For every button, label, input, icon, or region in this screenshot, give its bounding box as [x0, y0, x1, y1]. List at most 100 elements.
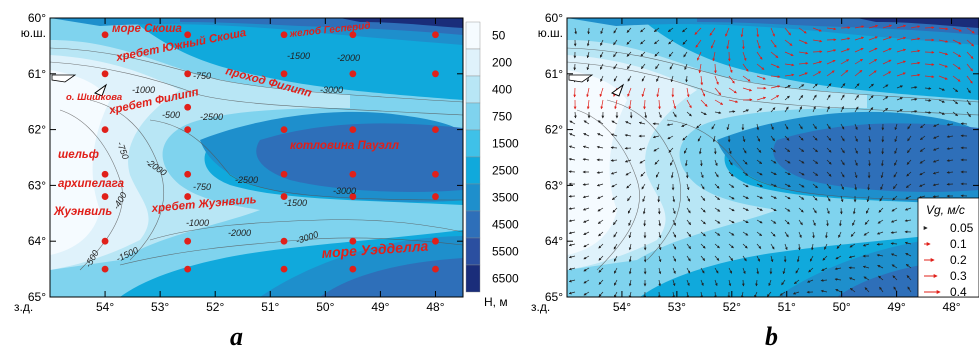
velocity-arrow [938, 63, 948, 68]
velocity-arrow [653, 147, 660, 152]
velocity-arrow [878, 275, 884, 281]
velocity-arrow [714, 207, 721, 212]
velocity-arrow [624, 159, 632, 163]
velocity-arrow [890, 242, 898, 245]
velocity-arrow [862, 265, 870, 269]
velocity-arrow [906, 275, 912, 281]
velocity-arrow [812, 195, 818, 201]
velocity-arrow [840, 183, 844, 190]
velocity-arrow [625, 171, 632, 176]
velocity-arrow [863, 276, 870, 281]
velocity-arrow [826, 106, 830, 113]
station-point [280, 31, 288, 39]
velocity-arrow [700, 195, 706, 201]
velocity-arrow [798, 231, 802, 239]
velocity-arrow [697, 51, 702, 61]
velocity-arrow [812, 39, 823, 43]
place-name: о. Шишкова [66, 92, 122, 103]
velocity-arrow [686, 231, 692, 237]
velocity-arrow [568, 219, 576, 223]
station-point [101, 70, 109, 78]
velocity-arrow [924, 75, 935, 79]
velocity-arrow [714, 159, 718, 167]
velocity-arrow [784, 39, 793, 46]
velocity-arrow [894, 159, 898, 166]
velocity-arrow [840, 69, 849, 77]
velocity-arrow [812, 60, 823, 65]
velocity-arrow [826, 159, 832, 165]
velocity-arrow [835, 255, 842, 260]
velocity-arrow [700, 267, 705, 274]
velocity-arrow [826, 70, 835, 77]
velocity-arrow [848, 277, 856, 281]
axis-ticks-b: 54° 53° 52° 51° 50° 49° 48° з.д. 60° 61° 62° 63° 64°… [531, 11, 979, 314]
velocity-arrow [812, 94, 817, 101]
velocity-arrow [796, 255, 800, 263]
velocity-arrow [932, 171, 940, 175]
velocity-arrow [686, 99, 692, 109]
station-point [184, 193, 192, 200]
velocity-arrow [770, 159, 777, 164]
velocity-arrow [658, 219, 662, 227]
velocity-arrow [583, 291, 590, 296]
velocity-arrow [784, 73, 795, 77]
colorbar-swatch [465, 21, 481, 50]
x-axis-prefix: з.д. [531, 300, 550, 314]
velocity-arrow [770, 107, 776, 113]
velocity-arrow [798, 135, 804, 141]
velocity-arrow [643, 99, 646, 110]
velocity-arrow [742, 87, 753, 92]
station-point [280, 170, 288, 178]
velocity-arrow [946, 171, 954, 174]
velocity-arrow [638, 121, 646, 125]
velocity-arrow [700, 183, 705, 190]
velocity-arrow [784, 183, 791, 187]
velocity-arrow [568, 291, 576, 295]
legend-value: 0.2 [950, 253, 967, 267]
station-point [432, 31, 439, 39]
velocity-arrow [840, 26, 851, 30]
velocity-arrow [614, 99, 618, 110]
velocity-arrow [854, 171, 858, 179]
velocity-arrow [840, 106, 844, 113]
velocity-arrow [798, 84, 805, 89]
velocity-arrow [826, 27, 837, 31]
velocity-arrow [770, 183, 777, 187]
velocity-arrow [728, 171, 734, 177]
velocity-arrow [568, 231, 576, 235]
velocity-arrow [798, 61, 809, 65]
velocity-arrow [742, 39, 745, 50]
velocity-arrow [920, 123, 926, 129]
velocity-arrow [656, 183, 660, 191]
velocity-arrow [597, 195, 604, 199]
colorbar-level: 1500 [492, 137, 519, 151]
velocity-arrow [640, 171, 646, 177]
velocity-arrow [938, 75, 948, 80]
colorbar-level: 4500 [492, 218, 519, 232]
velocity-arrow [879, 286, 884, 293]
velocity-arrow [784, 147, 791, 152]
velocity-arrow [890, 253, 898, 257]
velocity-arrow [868, 135, 872, 143]
velocity-arrow [568, 255, 576, 259]
velocity-arrow [910, 86, 918, 89]
velocity-arrow [770, 95, 780, 101]
velocity-arrow [640, 63, 646, 70]
velocity-arrow [756, 255, 760, 262]
bathymetry-map-b [567, 18, 979, 297]
velocity-arrow [812, 231, 815, 239]
velocity-arrow [610, 159, 618, 162]
velocity-arrow [714, 279, 718, 287]
velocity-arrow [880, 183, 884, 190]
velocity-arrow [610, 133, 618, 137]
station-point [432, 193, 439, 200]
velocity-arrow [840, 37, 851, 41]
contour-label: -1000 [132, 85, 155, 95]
velocity-arrow [756, 75, 766, 80]
colorbar-swatch [465, 237, 481, 266]
velocity-arrow [597, 133, 604, 137]
station-point [101, 126, 109, 133]
velocity-arrow [910, 110, 918, 113]
velocity-arrow [714, 171, 719, 178]
velocity-arrow [756, 171, 763, 176]
